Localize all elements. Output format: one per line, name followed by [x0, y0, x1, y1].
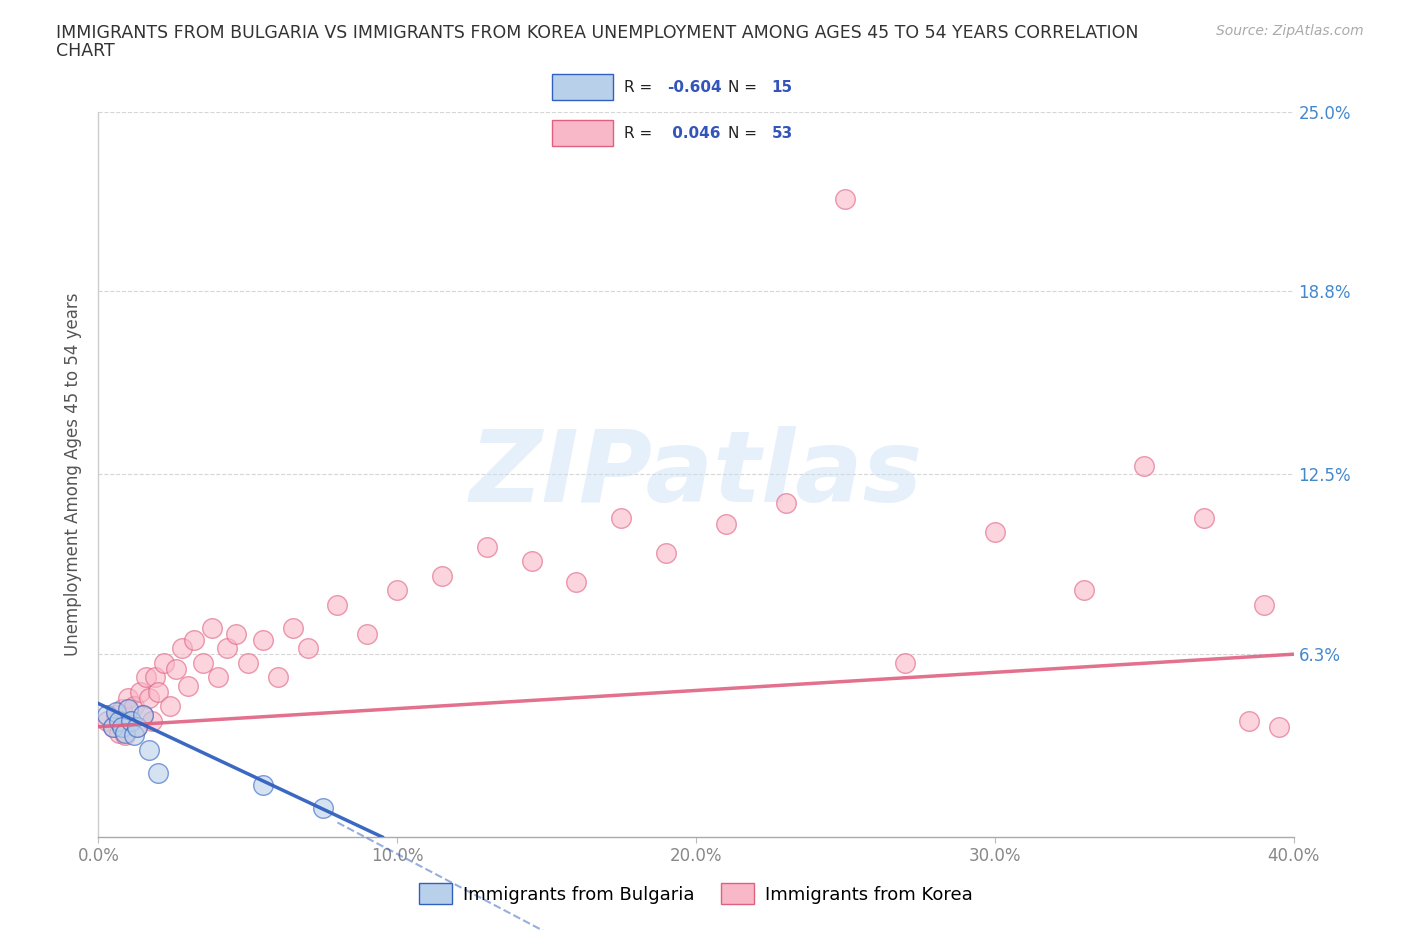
Point: [225, 627, 247, 642]
Point: [103, 719, 125, 734]
Point: [124, 728, 146, 743]
Point: [172, 641, 194, 656]
Point: [775, 496, 797, 511]
Point: [153, 656, 176, 671]
Point: [108, 725, 131, 740]
Point: [96, 713, 118, 728]
Point: [132, 708, 155, 723]
Point: [191, 656, 214, 671]
Legend: Immigrants from Bulgaria, Immigrants from Korea: Immigrants from Bulgaria, Immigrants fro…: [412, 876, 980, 911]
Text: CHART: CHART: [56, 42, 115, 60]
Point: [430, 568, 453, 583]
Point: [1267, 719, 1289, 734]
Text: -0.604: -0.604: [668, 80, 723, 95]
Text: 15: 15: [772, 80, 793, 95]
Point: [1073, 583, 1095, 598]
Text: N =: N =: [728, 126, 762, 140]
Point: [114, 728, 136, 743]
Text: N =: N =: [728, 80, 762, 95]
Point: [297, 641, 319, 656]
Point: [143, 670, 166, 684]
Point: [834, 192, 856, 206]
Text: ZIPatlas: ZIPatlas: [470, 426, 922, 523]
Point: [565, 574, 588, 589]
Point: [117, 690, 139, 705]
Point: [129, 684, 152, 699]
Point: [183, 632, 205, 647]
Point: [105, 705, 128, 720]
Point: [105, 708, 128, 723]
Point: [236, 656, 259, 671]
Point: [201, 620, 224, 635]
Point: [96, 708, 118, 723]
Text: R =: R =: [624, 126, 657, 140]
Text: IMMIGRANTS FROM BULGARIA VS IMMIGRANTS FROM KOREA UNEMPLOYMENT AMONG AGES 45 TO : IMMIGRANTS FROM BULGARIA VS IMMIGRANTS F…: [56, 24, 1139, 42]
Text: 53: 53: [772, 126, 793, 140]
Point: [385, 583, 409, 598]
Point: [120, 713, 142, 728]
Point: [894, 656, 917, 671]
Point: [356, 627, 378, 642]
Point: [281, 620, 304, 635]
Point: [127, 719, 149, 734]
Point: [252, 632, 274, 647]
Point: [124, 699, 146, 714]
Point: [138, 690, 160, 705]
Point: [120, 713, 142, 728]
Point: [141, 713, 163, 728]
Point: [117, 702, 139, 717]
Point: [520, 554, 543, 569]
Point: [132, 708, 155, 723]
Bar: [553, 74, 613, 100]
Point: [252, 777, 274, 792]
Point: [714, 516, 737, 531]
Point: [148, 765, 170, 780]
Point: [1133, 458, 1156, 473]
Point: [207, 670, 229, 684]
Point: [159, 699, 181, 714]
Point: [475, 539, 498, 554]
Point: [127, 719, 149, 734]
Text: Source: ZipAtlas.com: Source: ZipAtlas.com: [1216, 24, 1364, 38]
Point: [165, 661, 187, 676]
Point: [1237, 713, 1260, 728]
Point: [111, 702, 134, 717]
Point: [311, 801, 333, 816]
Point: [984, 525, 1007, 539]
Point: [135, 670, 157, 684]
Text: R =: R =: [624, 80, 657, 95]
Text: 0.046: 0.046: [668, 126, 721, 140]
Y-axis label: Unemployment Among Ages 45 to 54 years: Unemployment Among Ages 45 to 54 years: [65, 293, 83, 656]
Point: [1192, 511, 1215, 525]
Point: [267, 670, 290, 684]
Bar: [553, 120, 613, 146]
Point: [655, 545, 678, 560]
Point: [177, 679, 200, 694]
Point: [103, 719, 125, 734]
Point: [111, 719, 134, 734]
Point: [148, 684, 170, 699]
Point: [326, 597, 349, 612]
Point: [1253, 597, 1275, 612]
Point: [108, 713, 131, 728]
Point: [114, 725, 136, 740]
Point: [215, 641, 238, 656]
Point: [610, 511, 633, 525]
Point: [138, 742, 160, 757]
